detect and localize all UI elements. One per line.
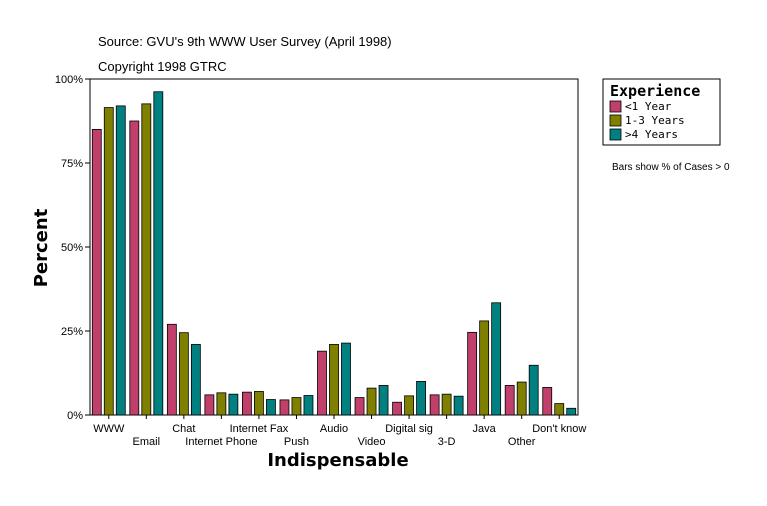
y-axis-title: Percent — [31, 208, 52, 287]
y-tick-label: 50% — [61, 242, 83, 254]
x-tick-label-3-d: 3-D — [438, 436, 456, 448]
legend: Experience <1 Year 1-3 Years >4 Years — [602, 78, 721, 146]
copyright-line: Copyright 1998 GTRC — [98, 59, 227, 74]
legend-label-4-plus-years: >4 Years — [625, 128, 678, 141]
x-tick-label-other: Other — [508, 436, 536, 448]
bar-digital-sig-series-1 — [392, 401, 402, 416]
x-tick-label-internet-fax: Internet Fax — [230, 423, 289, 435]
bar-chat-series-2 — [178, 332, 189, 416]
bar-email-series-2 — [141, 103, 152, 416]
legend-swatch-4-plus-years — [609, 128, 622, 141]
bar-other-series-3 — [528, 364, 539, 416]
bar-push-series-1 — [279, 399, 290, 416]
bar-3-d-series-3 — [453, 395, 464, 416]
bar-push-series-3 — [303, 395, 314, 416]
bar-video-series-3 — [378, 385, 389, 416]
bar-internet-phone-series-1 — [204, 394, 215, 416]
x-tick-label-internet-phone: Internet Phone — [185, 436, 257, 448]
bar-internet-phone-series-3 — [228, 393, 239, 416]
bar-audio-series-3 — [341, 342, 351, 416]
legend-title: Experience — [610, 82, 700, 100]
bar-java-series-2 — [479, 320, 490, 416]
bar-push-series-2 — [291, 397, 302, 416]
bar-chat-series-1 — [166, 323, 177, 416]
x-tick-label-video: Video — [358, 436, 386, 448]
bar-www-series-2 — [103, 107, 114, 416]
bar-audio-series-2 — [329, 344, 339, 416]
bar-other-series-2 — [516, 381, 527, 416]
x-tick-label-www: WWW — [93, 423, 125, 435]
x-tick-label-audio: Audio — [320, 423, 348, 435]
bar-don-t-know-series-1 — [542, 387, 553, 416]
y-tick-label: 0% — [67, 410, 83, 422]
x-tick-label-don-t-know: Don't know — [532, 423, 586, 435]
bar-internet-fax-series-3 — [266, 399, 276, 416]
bar-www-series-1 — [91, 128, 102, 416]
legend-label-less-1-year: <1 Year — [625, 100, 672, 113]
x-tick-label-email: Email — [133, 436, 161, 448]
bar-www-series-3 — [115, 105, 126, 416]
bar-don-t-know-series-3 — [566, 407, 577, 416]
bar-email-series-3 — [153, 91, 164, 416]
legend-box — [602, 78, 721, 146]
bar-video-series-1 — [354, 397, 365, 416]
bar-video-series-2 — [366, 387, 377, 416]
source-line: Source: GVU's 9th WWW User Survey (April… — [98, 34, 392, 49]
bar-email-series-1 — [129, 120, 140, 416]
bar-digital-sig-series-2 — [404, 395, 414, 416]
bar-digital-sig-series-3 — [416, 380, 426, 416]
y-axis: 0% 25% 50% 75% 100% — [55, 74, 90, 422]
x-tick-label-java: Java — [473, 423, 497, 435]
bar-audio-series-1 — [317, 350, 327, 416]
y-tick-label: 100% — [55, 74, 83, 86]
x-tick-label-push: Push — [284, 436, 309, 448]
x-axis-title: Indispensable — [267, 450, 408, 471]
bar-3-d-series-2 — [441, 393, 452, 416]
bar-don-t-know-series-2 — [554, 403, 565, 416]
x-tick-label-chat: Chat — [172, 423, 195, 435]
bar-internet-fax-series-2 — [254, 391, 264, 416]
legend-label-1-3-years: 1-3 Years — [625, 114, 685, 127]
y-tick-label: 25% — [61, 326, 83, 338]
x-tick-label-digital-sig: Digital sig — [385, 423, 433, 435]
bar-internet-fax-series-1 — [242, 391, 252, 416]
bar-3-d-series-1 — [429, 394, 440, 416]
bars-note: Bars show % of Cases > 0 — [612, 162, 730, 173]
y-tick-label: 75% — [61, 158, 83, 170]
bar-internet-phone-series-2 — [216, 392, 227, 416]
bar-java-series-1 — [467, 331, 478, 416]
bar-java-series-3 — [491, 302, 502, 416]
legend-swatch-1-3-years — [609, 114, 622, 127]
bar-other-series-1 — [504, 385, 515, 416]
bar-chat-series-3 — [190, 344, 201, 416]
legend-swatch-less-1-year — [609, 100, 622, 113]
